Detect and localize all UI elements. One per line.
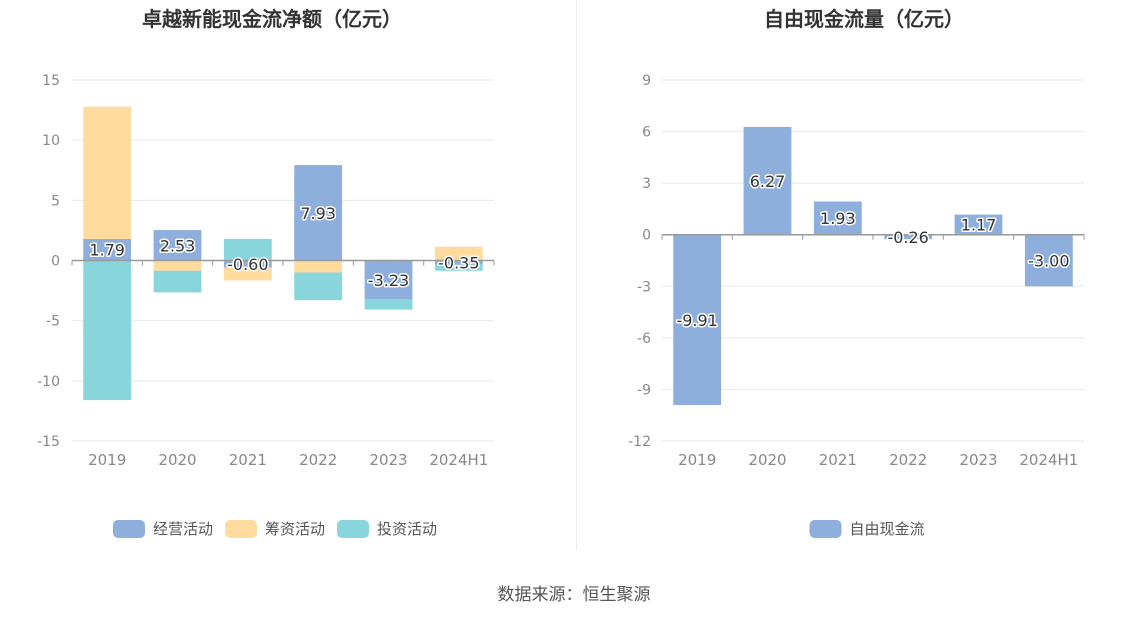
bar-2	[223, 267, 272, 281]
x-tick-label: 2024H1	[429, 451, 488, 469]
x-tick-label: 2022	[889, 451, 927, 469]
bar-1	[884, 234, 933, 240]
bar-1	[223, 260, 272, 268]
bar-3	[364, 299, 413, 310]
bar-3	[83, 260, 132, 401]
bar-1	[83, 238, 132, 261]
y-tick-label: 10	[42, 133, 60, 149]
data-label: -0.35	[438, 254, 479, 273]
bar-1	[954, 214, 1003, 235]
bar-3	[153, 270, 202, 293]
y-tick-label: 15	[42, 73, 60, 89]
bar-1	[673, 234, 722, 406]
chart-title: 卓越新能现金流净额（亿元）	[142, 7, 402, 31]
legend-label: 筹资活动	[265, 520, 325, 538]
chart-1: 卓越新能现金流净额（亿元） 15 10 5 0 -5 -10 -15 1.79 2.53 -0.60…	[37, 7, 495, 538]
legend-swatch	[225, 520, 257, 538]
bar-1	[743, 126, 792, 235]
data-label: 6.27	[750, 172, 786, 191]
chart-title: 自由现金流量（亿元）	[764, 7, 964, 31]
legend-label: 自由现金流	[850, 520, 925, 538]
bar-2	[434, 246, 483, 261]
y-tick-label: 0	[642, 228, 651, 244]
data-label: -0.26	[887, 228, 928, 247]
y-tick-label: 6	[642, 125, 651, 141]
x-tick-label: 2020	[748, 451, 786, 469]
y-tick-label: 5	[51, 193, 60, 209]
bar-2	[83, 106, 132, 239]
x-tick-label: 2019	[88, 451, 126, 469]
y-tick-label: -10	[37, 374, 60, 390]
data-source-label: 数据来源：恒生聚源	[497, 585, 651, 605]
data-label: 1.17	[961, 216, 997, 235]
x-tick-label: 2021	[819, 451, 857, 469]
legend-swatch	[113, 520, 145, 538]
y-tick-label: -12	[628, 434, 651, 450]
bar-1	[153, 230, 202, 261]
x-tick-label: 2023	[369, 451, 407, 469]
x-tick-label: 2021	[229, 451, 267, 469]
data-label: -3.23	[368, 271, 409, 290]
x-tick-label: 2024H1	[1019, 451, 1078, 469]
data-label: -0.60	[227, 255, 268, 274]
bar-2	[294, 260, 343, 273]
bar-3	[434, 264, 483, 271]
bar-1	[294, 165, 343, 261]
data-label: -9.91	[676, 311, 717, 330]
y-tick-label: 3	[642, 176, 651, 192]
y-tick-label: -15	[37, 434, 60, 450]
x-tick-label: 2023	[959, 451, 997, 469]
bar-1	[1024, 234, 1073, 287]
y-tick-label: -3	[637, 279, 651, 295]
y-tick-label: -5	[46, 314, 60, 330]
data-label: 1.79	[89, 241, 125, 260]
y-tick-label: 0	[51, 254, 60, 270]
data-label: 1.93	[820, 209, 856, 228]
chart-2: 自由现金流量（亿元） 9 6 3 0 -3 -6 -9 -12 -9.91 6.27 1.93 -0.2…	[628, 7, 1085, 538]
bar-1	[434, 260, 483, 265]
bar-2	[153, 260, 202, 271]
bar-3	[223, 238, 272, 261]
y-tick-label: -9	[637, 382, 651, 398]
bar-1	[813, 201, 862, 235]
data-label: 7.93	[300, 204, 336, 223]
y-tick-label: 9	[642, 73, 651, 89]
bar-1	[364, 260, 413, 300]
legend-label: 投资活动	[377, 520, 437, 538]
data-label: 2.53	[160, 236, 196, 255]
x-tick-label: 2020	[158, 451, 196, 469]
legend-label: 经营活动	[153, 520, 213, 538]
legend-swatch	[809, 520, 842, 538]
legend-swatch	[337, 520, 369, 538]
y-tick-label: -6	[637, 331, 651, 347]
bar-3	[294, 272, 343, 301]
x-tick-label: 2019	[678, 451, 716, 469]
data-label: -3.00	[1028, 252, 1069, 271]
x-tick-label: 2022	[299, 451, 337, 469]
